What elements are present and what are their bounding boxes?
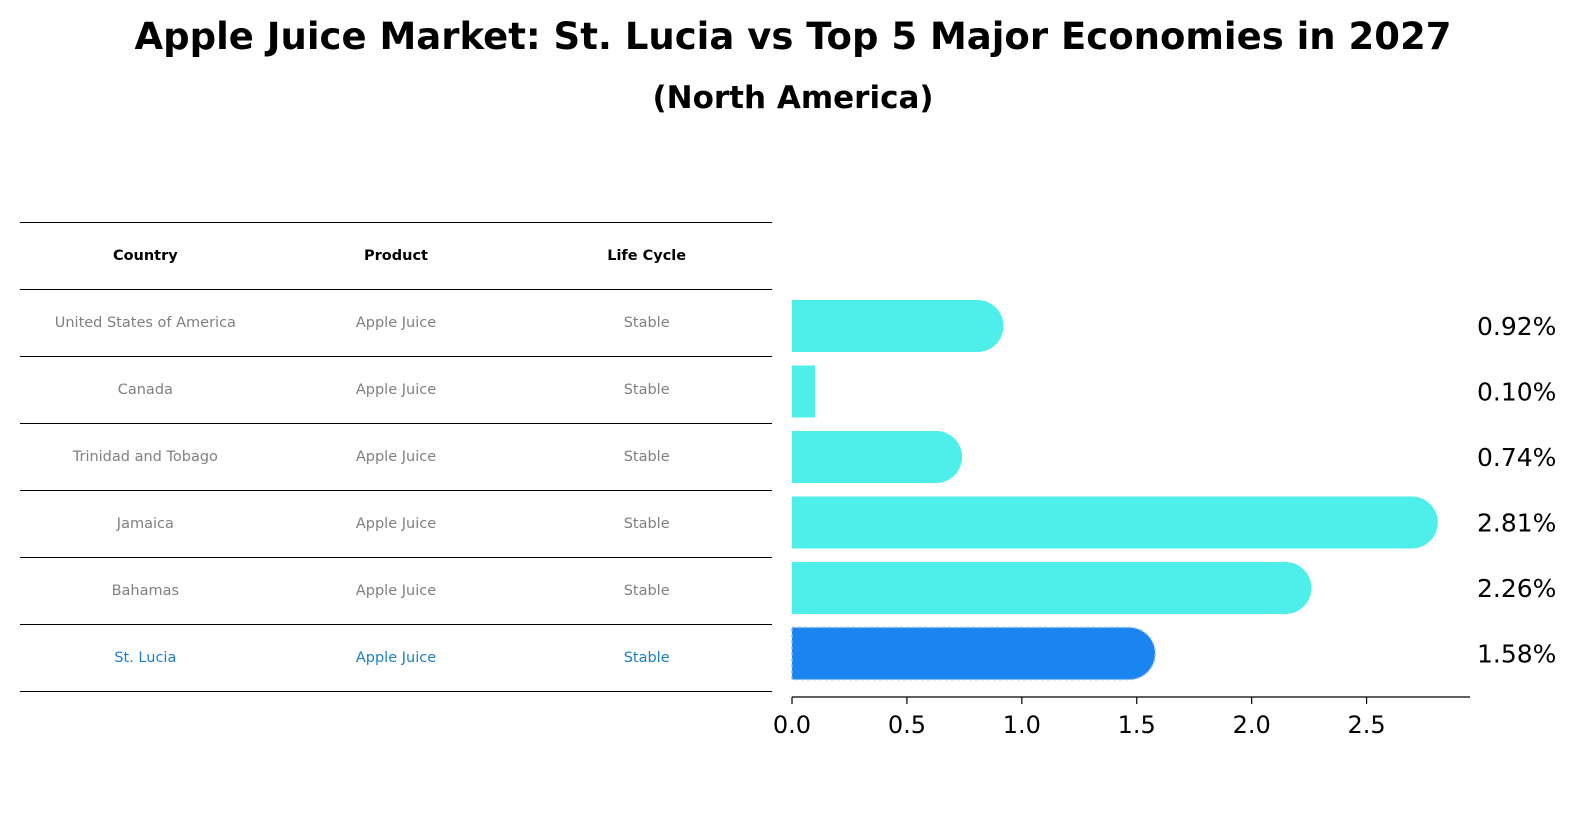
country-cell: Trinidad and Tobago xyxy=(72,449,218,465)
country-cell: St. Lucia xyxy=(114,650,177,666)
country-cell: United States of America xyxy=(54,315,236,331)
x-tick-label: 1.0 xyxy=(1003,711,1041,739)
life-cycle-cell: Stable xyxy=(623,650,670,666)
life-cycle-cell: Stable xyxy=(623,382,670,398)
life-cycle-cell: Stable xyxy=(623,583,670,599)
table-row: Canada Apple Juice Stable xyxy=(20,357,772,424)
bar-highlight-outline xyxy=(791,626,1156,681)
x-tick-label: 2.5 xyxy=(1347,711,1385,739)
bar-value-label: 0.10% xyxy=(1477,378,1556,407)
bar xyxy=(792,431,963,483)
table-row: United States of America Apple Juice Sta… xyxy=(20,290,772,357)
product-cell: Apple Juice xyxy=(355,583,437,599)
table-row-highlighted: St. Lucia Apple Juice Stable xyxy=(20,625,772,692)
bar xyxy=(792,496,1438,549)
bar-highlighted xyxy=(792,627,1156,680)
country-cell: Jamaica xyxy=(116,516,174,532)
chart-title: Apple Juice Market: St. Lucia vs Top 5 M… xyxy=(134,15,1452,58)
table-row: Trinidad and Tobago Apple Juice Stable xyxy=(20,424,772,491)
header-product: Product xyxy=(364,248,428,264)
bar xyxy=(792,365,815,418)
x-tick-label: 0.5 xyxy=(888,711,926,739)
bar-value-label: 1.58% xyxy=(1477,640,1556,669)
bar-value-label: 0.92% xyxy=(1477,312,1556,341)
bar xyxy=(792,562,1312,614)
table-header-row: Country Product Life Cycle xyxy=(20,223,772,290)
x-tick-label: 1.5 xyxy=(1118,711,1156,739)
product-cell: Apple Juice xyxy=(355,449,437,465)
table-row: Bahamas Apple Juice Stable xyxy=(20,558,772,625)
bar-value-label: 2.26% xyxy=(1477,574,1556,603)
product-cell: Apple Juice xyxy=(355,315,437,331)
header-country: Country xyxy=(112,248,178,264)
life-cycle-cell: Stable xyxy=(623,449,670,465)
chart-subtitle: (North America) xyxy=(652,80,934,116)
country-table: Country Product Life Cycle United States… xyxy=(20,222,772,692)
bar xyxy=(792,300,1004,352)
product-cell: Apple Juice xyxy=(355,650,437,666)
product-cell: Apple Juice xyxy=(355,382,437,398)
life-cycle-cell: Stable xyxy=(623,315,670,331)
life-cycle-cell: Stable xyxy=(623,516,670,532)
table-row: Jamaica Apple Juice Stable xyxy=(20,491,772,558)
x-tick-label: 2.0 xyxy=(1233,711,1271,739)
country-cell: Bahamas xyxy=(111,583,180,599)
country-cell: Canada xyxy=(117,382,173,398)
bar-value-label: 2.81% xyxy=(1477,509,1556,538)
bar-value-label: 0.74% xyxy=(1477,443,1556,472)
product-cell: Apple Juice xyxy=(355,516,437,532)
x-tick-label: 0.0 xyxy=(773,711,811,739)
header-life-cycle: Life Cycle xyxy=(607,248,687,264)
